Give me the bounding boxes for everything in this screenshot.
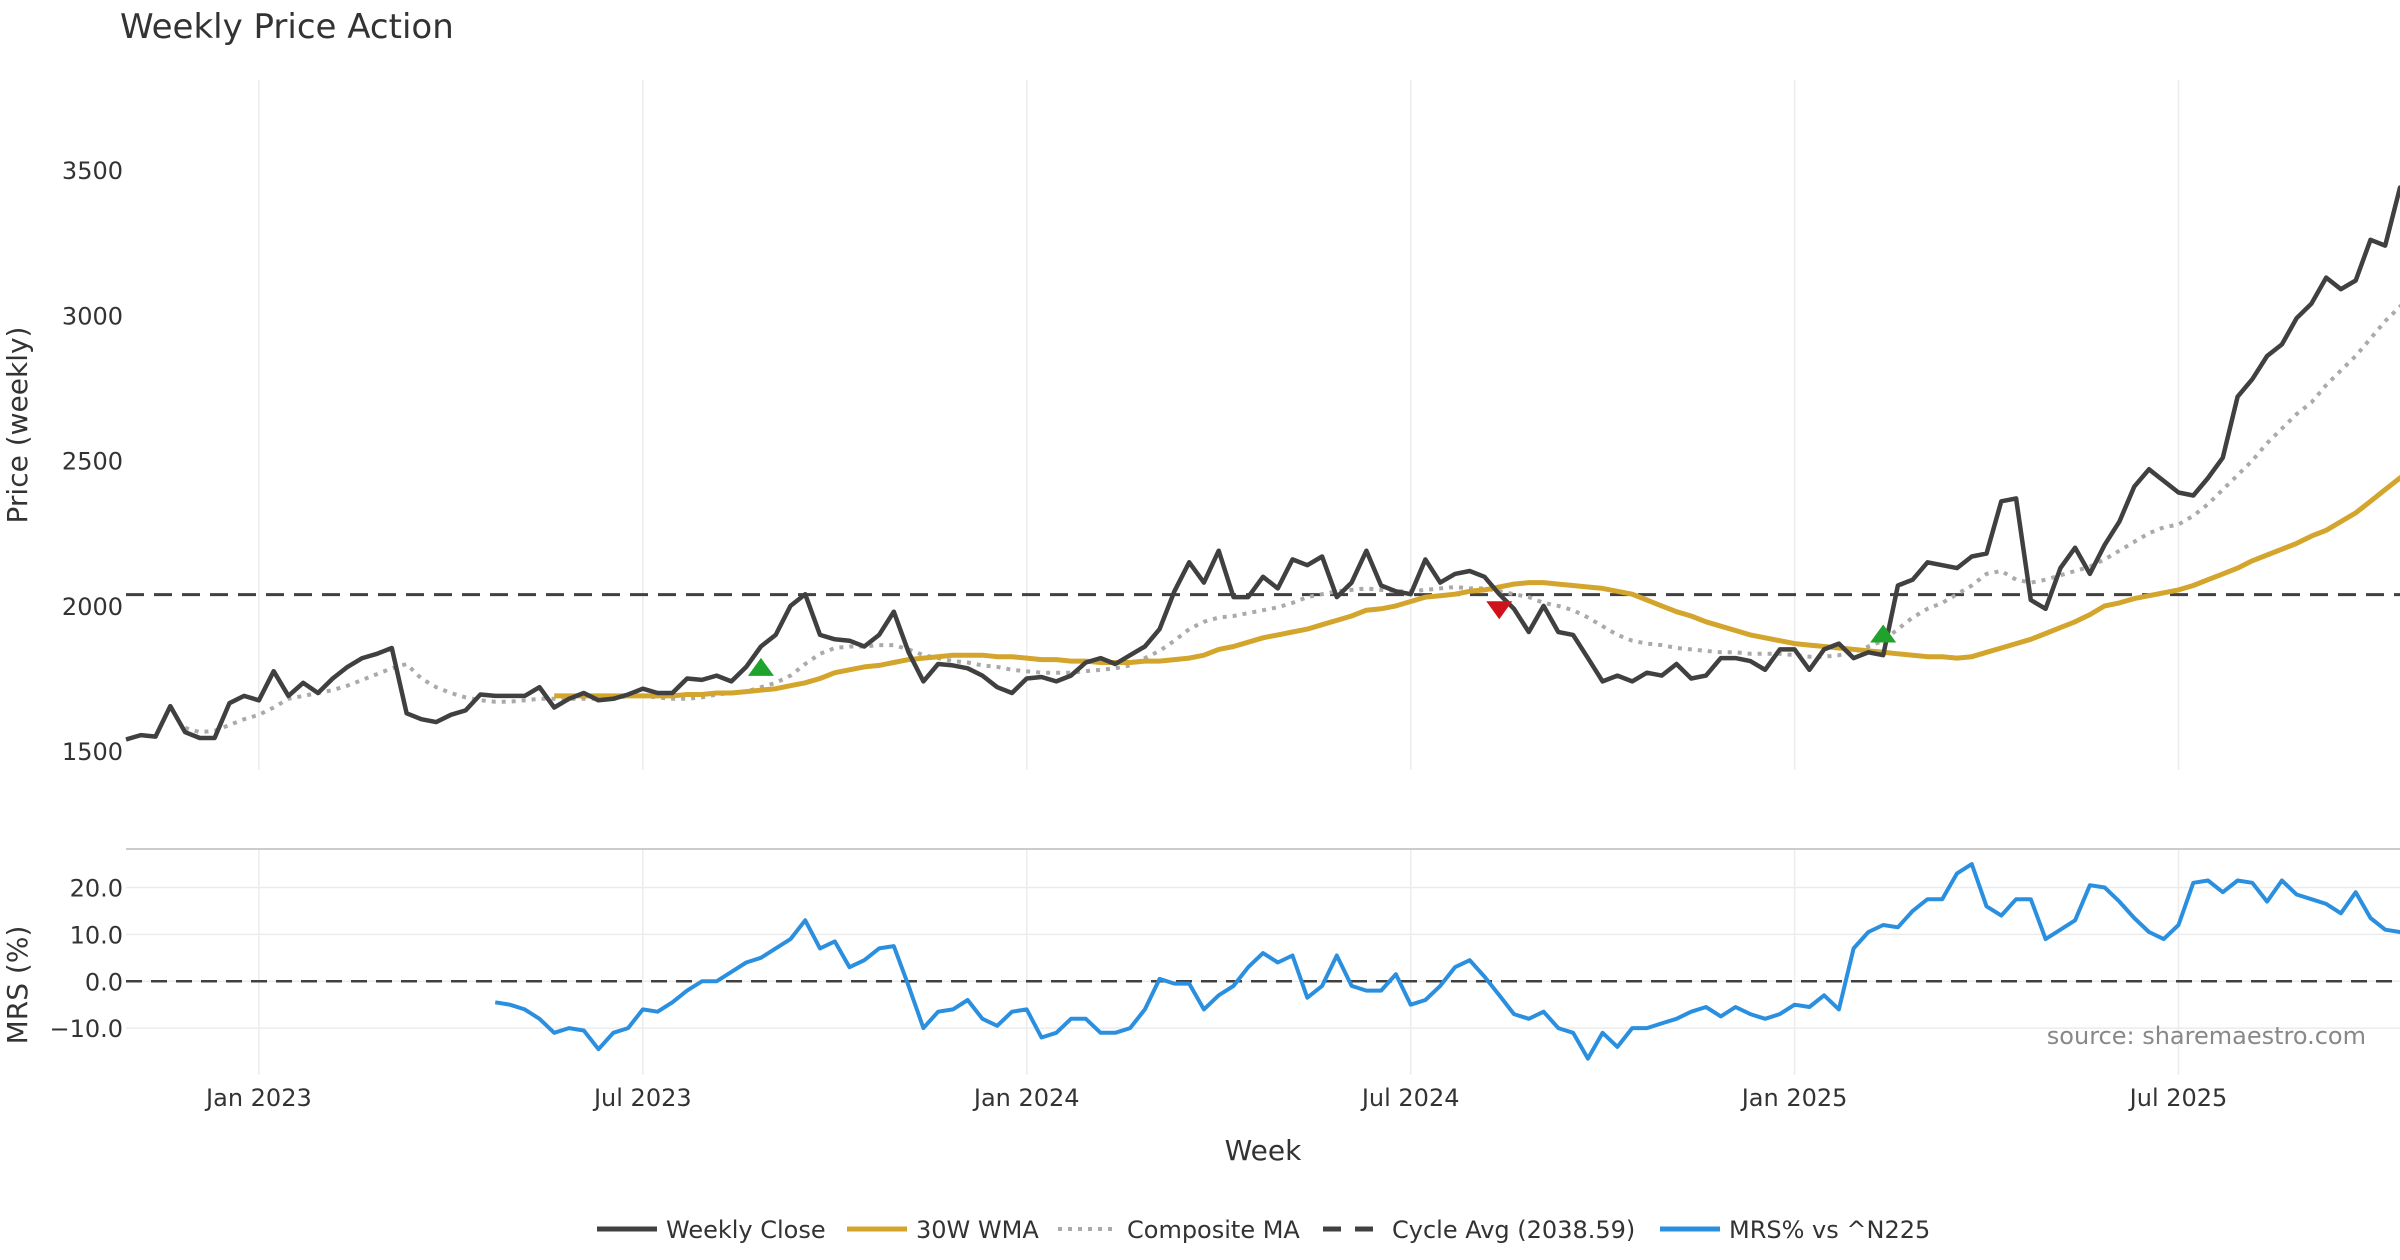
price-y-tick-3500: 3500 [62,157,123,185]
price-y-tick-2000: 2000 [62,593,123,621]
signal-up-0 [747,657,774,676]
source-label: source: sharemaestro.com [2047,1022,2366,1050]
price-y-tick-3000: 3000 [62,302,123,330]
mrs-y-tick-2: 10.0 [70,921,123,949]
legend-label-mrs: MRS% vs ^N225 [1729,1216,1930,1244]
legend: Weekly Close 30W WMA Composite MA Cycle Avg… [597,1216,1930,1244]
mrs-y-tick-labels: −10.0 0.0 10.0 20.0 [49,875,123,1044]
signal-down-1 [1486,601,1513,620]
x-tick-4: Jan 2025 [1740,1084,1848,1112]
legend-label-composite_ma: Composite MA [1127,1216,1300,1244]
x-axis-title: Week [1225,1134,1302,1167]
price-y-tick-1500: 1500 [62,738,123,766]
legend-item-weekly_close: Weekly Close [597,1216,826,1244]
legend-item-mrs: MRS% vs ^N225 [1660,1216,1930,1244]
x-tick-3: Jul 2024 [1360,1084,1460,1112]
price-y-axis-title: Price (weekly) [1,327,34,524]
weekly-close-line [125,185,2400,742]
mrs-line [494,862,2400,1061]
mrs-y-tick-3: 20.0 [70,875,123,903]
x-tick-1: Jul 2023 [592,1084,692,1112]
mrs-y-tick-1: 0.0 [85,968,123,996]
legend-item-composite_ma: Composite MA [1058,1216,1300,1244]
mrs-y-axis-title: MRS (%) [1,926,34,1045]
x-tick-labels: Jan 2023 Jul 2023 Jan 2024 Jul 2024 Jan 2025… [204,1084,2227,1112]
x-tick-5: Jul 2025 [2128,1084,2228,1112]
signal-markers [747,601,1897,676]
legend-label-wma_30: 30W WMA [916,1216,1039,1244]
composite-ma-line [184,303,2400,735]
legend-item-wma_30: 30W WMA [847,1216,1039,1244]
x-tick-0: Jan 2023 [204,1084,312,1112]
signal-up-2 [1870,624,1897,643]
price-grid [258,80,2180,770]
legend-label-weekly_close: Weekly Close [666,1216,826,1244]
legend-label-cycle_avg: Cycle Avg (2038.59) [1392,1216,1635,1244]
x-tick-2: Jan 2024 [972,1084,1080,1112]
legend-item-cycle_avg: Cycle Avg (2038.59) [1323,1216,1635,1244]
mrs-y-tick-0: −10.0 [49,1015,123,1043]
price-y-tick-2500: 2500 [62,448,123,476]
chart-title: Weekly Price Action [120,7,454,47]
wma-30-line [554,474,2400,699]
price-y-tick-labels: 1500 2000 2500 3000 3500 [62,157,123,766]
